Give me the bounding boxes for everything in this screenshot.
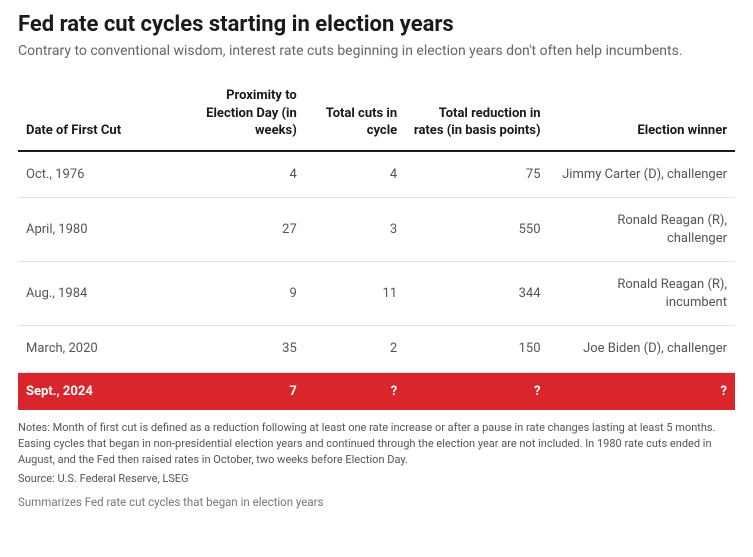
source-text: Source: U.S. Federal Reserve, LSEG <box>18 472 735 485</box>
cell-winner: ? <box>549 372 735 410</box>
rates-table: Date of First Cut Proximity to Election … <box>18 81 735 410</box>
cell-winner: Ronald Reagan (R), challenger <box>549 198 735 262</box>
col-header-reduction: Total reduction in rates (in basis point… <box>405 81 548 151</box>
col-header-proximity: Proximity to Election Day (in weeks) <box>176 81 305 151</box>
table-header-row: Date of First Cut Proximity to Election … <box>18 81 735 151</box>
cell-cuts: ? <box>305 372 405 410</box>
cell-date: Aug., 1984 <box>18 262 176 326</box>
col-header-date: Date of First Cut <box>18 81 176 151</box>
cell-reduction: 150 <box>405 326 548 373</box>
cell-winner: Ronald Reagan (R), incumbent <box>549 262 735 326</box>
cell-date: Sept., 2024 <box>18 372 176 410</box>
col-header-winner: Election winner <box>549 81 735 151</box>
cell-cuts: 2 <box>305 326 405 373</box>
cell-proximity: 9 <box>176 262 305 326</box>
chart-title: Fed rate cut cycles starting in election… <box>18 12 735 37</box>
table-row: Oct., 19764475Jimmy Carter (D), challeng… <box>18 151 735 198</box>
cell-date: Oct., 1976 <box>18 151 176 198</box>
cell-proximity: 7 <box>176 372 305 410</box>
cell-date: April, 1980 <box>18 198 176 262</box>
cell-winner: Joe Biden (D), challenger <box>549 326 735 373</box>
cell-cuts: 11 <box>305 262 405 326</box>
table-row: April, 1980273550Ronald Reagan (R), chal… <box>18 198 735 262</box>
cell-reduction: 344 <box>405 262 548 326</box>
cell-reduction: ? <box>405 372 548 410</box>
notes-text: Notes: Month of first cut is defined as … <box>18 420 735 468</box>
cell-winner: Jimmy Carter (D), challenger <box>549 151 735 198</box>
cell-proximity: 35 <box>176 326 305 373</box>
cell-cuts: 4 <box>305 151 405 198</box>
table-row: Sept., 20247??? <box>18 372 735 410</box>
col-header-cuts: Total cuts in cycle <box>305 81 405 151</box>
table-row: Aug., 1984911344Ronald Reagan (R), incum… <box>18 262 735 326</box>
chart-subtitle: Contrary to conventional wisdom, interes… <box>18 43 735 59</box>
cell-reduction: 550 <box>405 198 548 262</box>
cell-reduction: 75 <box>405 151 548 198</box>
cell-proximity: 27 <box>176 198 305 262</box>
cell-date: March, 2020 <box>18 326 176 373</box>
cell-proximity: 4 <box>176 151 305 198</box>
table-row: March, 2020352150Joe Biden (D), challeng… <box>18 326 735 373</box>
cell-cuts: 3 <box>305 198 405 262</box>
summary-text: Summarizes Fed rate cut cycles that bega… <box>18 495 735 509</box>
